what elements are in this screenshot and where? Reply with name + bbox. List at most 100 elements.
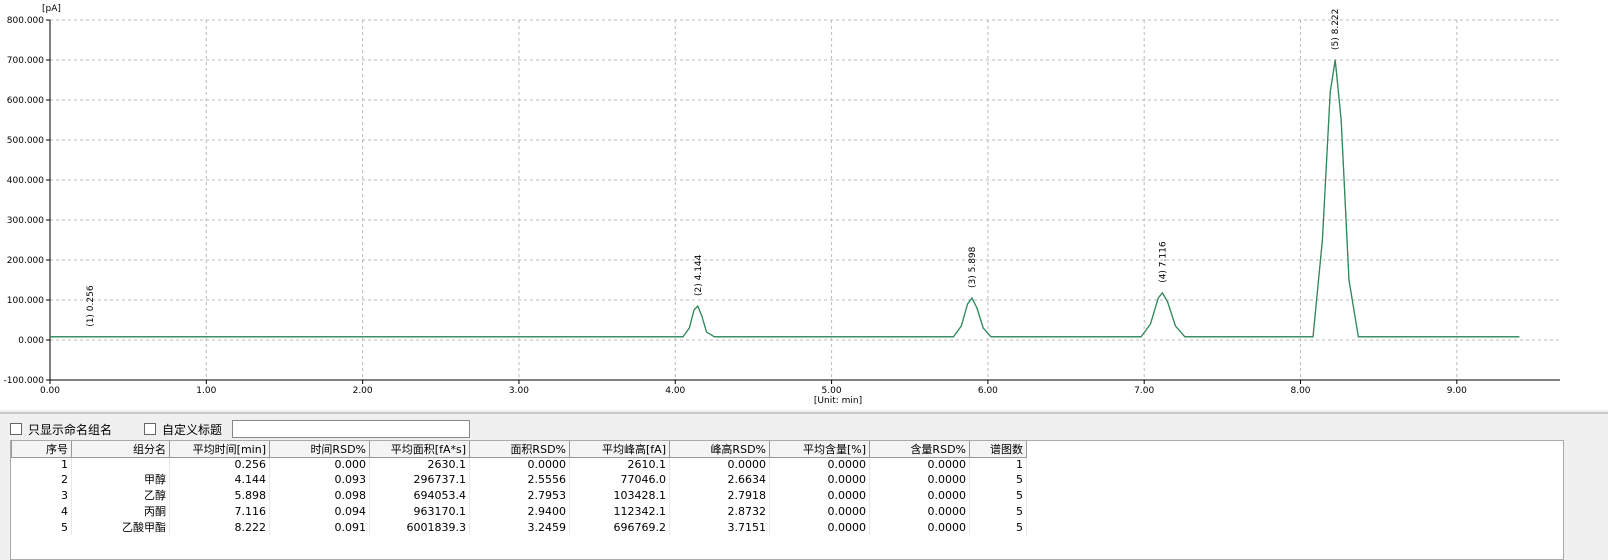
column-header: 谱图数 bbox=[969, 441, 1027, 458]
peak-label: (2) 4.144 bbox=[694, 254, 704, 296]
option-label: 只显示命名组名 bbox=[28, 422, 113, 437]
x-tick-label: 8.00 bbox=[1290, 386, 1310, 396]
result-panel: 只显示命名组名 自定义标题 序号 组分名 平均时间[min] 时间RSD% 平均面积[f… bbox=[0, 412, 1608, 560]
column-header: 时间RSD% bbox=[269, 441, 370, 458]
y-tick-label: 600.000 bbox=[7, 96, 44, 106]
table-cell: 0.0000 bbox=[769, 503, 870, 519]
y-tick-label: 700.000 bbox=[7, 56, 44, 66]
table-cell: 2.7918 bbox=[669, 487, 770, 503]
result-table: 序号 组分名 平均时间[min] 时间RSD% 平均面积[fA*s] 面积RSD% 平均峰高… bbox=[10, 440, 1564, 560]
table-cell: 2.6634 bbox=[669, 471, 770, 487]
x-tick-label: 9.00 bbox=[1447, 386, 1467, 396]
options: 只显示命名组名 自定义标题 bbox=[10, 420, 471, 438]
table-cell: 0.091 bbox=[269, 519, 370, 535]
option-label: 自定义标题 bbox=[162, 422, 223, 437]
table-row[interactable]: 2 甲醇 4.144 0.093 296737.1 2.5556 77046.0 2.6634… bbox=[11, 471, 1027, 487]
table-cell: 6001839.3 bbox=[369, 519, 470, 535]
table-row[interactable]: 5 乙酸甲酯 8.222 0.091 6001839.3 3.2459 696769.2 3.… bbox=[11, 519, 1027, 535]
table-cell: 296737.1 bbox=[369, 471, 470, 487]
table-cell: 694053.4 bbox=[369, 487, 470, 503]
table-cell: 2.5556 bbox=[469, 471, 570, 487]
table-cell: 丙酮 bbox=[71, 503, 170, 519]
title-input[interactable] bbox=[232, 420, 471, 438]
table-cell: 112342.1 bbox=[569, 503, 670, 519]
table-row[interactable]: 1 0.256 0.000 2630.1 0.0000 2610.1 0.0000 0.000… bbox=[11, 457, 1027, 471]
x-tick-label: 2.00 bbox=[353, 386, 373, 396]
table-cell: 0.093 bbox=[269, 471, 370, 487]
column-header: 含量RSD% bbox=[869, 441, 970, 458]
table-cell bbox=[71, 457, 170, 471]
table-cell: 3.2459 bbox=[469, 519, 570, 535]
table-cell: 0.0000 bbox=[769, 519, 870, 535]
table-cell: 5.898 bbox=[169, 487, 270, 503]
y-tick-label: 0.000 bbox=[18, 336, 44, 346]
table-cell: 0.256 bbox=[169, 457, 270, 471]
table-cell: 0.000 bbox=[269, 457, 370, 471]
table-cell: 8.222 bbox=[169, 519, 270, 535]
column-header: 平均峰高[fA] bbox=[569, 441, 670, 458]
table-cell: 0.0000 bbox=[869, 519, 970, 535]
table-cell: 2.8732 bbox=[669, 503, 770, 519]
y-tick-label: 100.000 bbox=[7, 296, 44, 306]
y-tick-label: 500.000 bbox=[7, 136, 44, 146]
table-row[interactable]: 3 乙醇 5.898 0.098 694053.4 2.7953 103428.1 2.791… bbox=[11, 487, 1027, 503]
table-cell: 963170.1 bbox=[369, 503, 470, 519]
table-cell: 77046.0 bbox=[569, 471, 670, 487]
column-header: 面积RSD% bbox=[469, 441, 570, 458]
plot-area bbox=[50, 20, 1560, 380]
y-axis-label: [pA] bbox=[42, 4, 61, 14]
table-cell: 甲醇 bbox=[71, 471, 170, 487]
table-cell: 0.0000 bbox=[769, 457, 870, 471]
table-cell: 1 bbox=[11, 457, 72, 471]
table-cell: 5 bbox=[11, 519, 72, 535]
table-cell: 696769.2 bbox=[569, 519, 670, 535]
table-cell: 7.116 bbox=[169, 503, 270, 519]
table-cell: 0.0000 bbox=[469, 457, 570, 471]
peak-label: (3) 5.898 bbox=[968, 246, 978, 288]
table-cell: 3.7151 bbox=[669, 519, 770, 535]
table-cell: 2.7953 bbox=[469, 487, 570, 503]
column-header: 组分名 bbox=[71, 441, 170, 458]
trace bbox=[50, 59, 1520, 338]
checkbox[interactable] bbox=[144, 423, 157, 435]
table-cell: 0.098 bbox=[269, 487, 370, 503]
table-cell: 5 bbox=[969, 519, 1027, 535]
x-axis-label: [Unit: min] bbox=[814, 396, 862, 406]
header-row: 序号 组分名 平均时间[min] 时间RSD% 平均面积[fA*s] 面积RSD% 平均峰高… bbox=[11, 441, 1027, 458]
table-cell: 2.9400 bbox=[469, 503, 570, 519]
y-tick-label: 200.000 bbox=[7, 256, 44, 266]
x-tick-label: 0.00 bbox=[40, 386, 60, 396]
y-tick-label: 800.000 bbox=[7, 16, 44, 26]
x-tick-label: 3.00 bbox=[509, 386, 529, 396]
column-header: 平均面积[fA*s] bbox=[369, 441, 470, 458]
table-cell: 3 bbox=[11, 487, 72, 503]
table-cell: 1 bbox=[969, 457, 1027, 471]
table-cell: 5 bbox=[969, 503, 1027, 519]
column-header: 序号 bbox=[11, 441, 72, 458]
x-tick-label: 5.00 bbox=[822, 386, 842, 396]
table: 序号 组分名 平均时间[min] 时间RSD% 平均面积[fA*s] 面积RSD% 平均峰高… bbox=[11, 441, 1027, 535]
x-tick-label: 1.00 bbox=[196, 386, 216, 396]
table-row[interactable]: 4 丙酮 7.116 0.094 963170.1 2.9400 112342.1 2.873… bbox=[11, 503, 1027, 519]
table-cell: 乙醇 bbox=[71, 487, 170, 503]
y-tick-label: -100.000 bbox=[4, 376, 45, 386]
table-cell: 4.144 bbox=[169, 471, 270, 487]
table-cell: 0.094 bbox=[269, 503, 370, 519]
chromatogram: [pA] [Unit: min] -100.000 0.000 100.000 200… bbox=[0, 0, 1608, 410]
table-cell: 0.0000 bbox=[769, 487, 870, 503]
table-cell: 0.0000 bbox=[869, 471, 970, 487]
y-tick-label: 400.000 bbox=[7, 176, 44, 186]
y-tick-label: 300.000 bbox=[7, 216, 44, 226]
table-cell: 乙酸甲酯 bbox=[71, 519, 170, 535]
table-cell: 2630.1 bbox=[369, 457, 470, 471]
peak-label: (5) 8.222 bbox=[1331, 9, 1341, 50]
table-cell: 5 bbox=[969, 471, 1027, 487]
column-header: 平均时间[min] bbox=[169, 441, 270, 458]
table-cell: 0.0000 bbox=[869, 487, 970, 503]
column-header: 平均含量[%] bbox=[769, 441, 870, 458]
table-cell: 2610.1 bbox=[569, 457, 670, 471]
table-cell: 0.0000 bbox=[669, 457, 770, 471]
table-cell: 0.0000 bbox=[869, 503, 970, 519]
checkbox[interactable] bbox=[10, 423, 22, 435]
